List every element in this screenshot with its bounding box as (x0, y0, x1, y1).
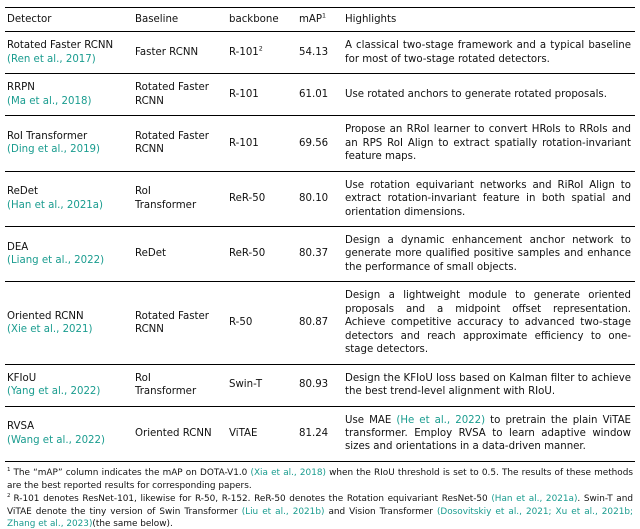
baseline-cell: Rotated Faster RCNN (133, 115, 227, 172)
backbone-cell: R-50 (227, 281, 297, 365)
detector-cell: ReDet (Han et al., 2021a) (5, 170, 133, 227)
highlights-cell: A classical two-stage framework and a ty… (345, 40, 631, 65)
citation-link[interactable]: (Han et al., 2021a) (491, 494, 578, 505)
detector-cell: Oriented RCNN (Xie et al., 2021) (5, 281, 133, 365)
highlights-cell: Design the KFIoU loss based on Kalman fi… (343, 363, 635, 407)
footnote-marker: 1 (7, 466, 11, 473)
header-row: Detector Baseline backbone mAP1 Highligh… (5, 7, 635, 33)
table-row: DEA (Liang et al., 2022) ReDet ReR-50 80… (5, 225, 635, 282)
detector-name: Rotated Faster RCNN (7, 40, 114, 52)
backbone-cell: Swin-T (227, 363, 297, 407)
table-row: Oriented RCNN (Xie et al., 2021) Rotated… (5, 281, 635, 365)
detector-name: RRPN (7, 82, 35, 94)
citation-link[interactable]: (Dosovitskiy et al., 2021; Xu et al., 20… (7, 506, 633, 529)
detector-name: ReDet (7, 186, 38, 198)
highlights-cell: Use MAE (He et al., 2022) to pretrain th… (343, 405, 635, 462)
citation-link[interactable]: (Liang et al., 2022) (7, 255, 105, 267)
detector-cell: RoI Transformer (Ding et al., 2019) (5, 115, 133, 172)
footnote-1: 1 The “mAP” column indicates the mAP on D… (7, 467, 633, 492)
detector-name: RVSA (7, 421, 35, 433)
footnotes: 1 The “mAP” column indicates the mAP on D… (5, 467, 635, 529)
col-header-detector: Detector (5, 7, 133, 33)
highlight-text: Use MAE (345, 414, 397, 426)
baseline-cell: Oriented RCNN (133, 405, 227, 462)
backbone-cell: R-101 (227, 73, 297, 116)
table-row: RoI Transformer (Ding et al., 2019) Rota… (5, 115, 635, 172)
detector-cell: RVSA (Wang et al., 2022) (5, 405, 133, 462)
table-row: RVSA (Wang et al., 2022) Oriented RCNN V… (5, 405, 635, 462)
footnote-text: and Vision Transformer (324, 506, 437, 517)
backbone-cell: ViTAE (227, 405, 297, 462)
map-cell: 80.93 (297, 363, 343, 407)
baseline-cell: Faster RCNN (135, 47, 199, 59)
citation-link[interactable]: (Ren et al., 2017) (7, 53, 96, 65)
col-header-backbone: backbone (227, 7, 297, 33)
backbone-cell: ReR-50 (227, 170, 297, 227)
col-header-baseline: Baseline (133, 7, 227, 33)
citation-link[interactable]: (He et al., 2022) (396, 414, 486, 426)
col-header-highlights: Highlights (343, 7, 635, 33)
baseline-cell: Rotated Faster RCNN (133, 281, 227, 365)
citation-link[interactable]: (Xia et al., 2018) (250, 467, 326, 478)
map-cell: 54.13 (299, 47, 329, 59)
detector-name: KFIoU (7, 372, 37, 384)
footnote-ref-2: 2 (258, 45, 263, 53)
backbone-cell: R-1012 (227, 32, 297, 74)
detector-cell: KFIoU (Yang et al., 2022) (5, 363, 133, 407)
map-cell: 80.10 (297, 170, 343, 227)
footnote-text: when the RIoU threshold is set to 0.5. T… (7, 467, 633, 491)
highlights-cell: Use rotation equivariant networks and Ri… (343, 170, 635, 227)
citation-link[interactable]: (Yang et al., 2022) (7, 386, 101, 398)
backbone-cell: ReR-50 (227, 225, 297, 282)
map-cell: 69.56 (297, 115, 343, 172)
footnote-text: (the same below). (92, 519, 173, 529)
detector-name: RoI Transformer (7, 130, 88, 142)
footnote-text: . Swin-T and ViTAE denote the tiny versi… (7, 494, 634, 517)
footnote-marker: 2 (7, 493, 11, 500)
footnote-text: R-101 denotes ResNet-101, likewise for R… (13, 494, 492, 505)
citation-link[interactable]: (Wang et al., 2022) (7, 434, 105, 446)
table-row: RRPN (Ma et al., 2018) Rotated Faster RC… (5, 73, 635, 116)
citation-link[interactable]: (Ding et al., 2019) (7, 144, 101, 156)
detector-name: Oriented RCNN (7, 310, 84, 322)
map-cell: 80.37 (297, 225, 343, 282)
baseline-cell: RoI Transformer (133, 363, 227, 407)
footnote-text: The “mAP” column indicates the mAP on DO… (13, 467, 251, 478)
baseline-cell: ReDet (133, 225, 227, 282)
detector-cell: RRPN (Ma et al., 2018) (5, 73, 133, 116)
citation-link[interactable]: (Xie et al., 2021) (7, 323, 93, 335)
col-header-map: mAP1 (297, 7, 343, 33)
footnote-ref-1: 1 (322, 12, 327, 20)
highlight-text: to pretrain the plain ViTAE transformer.… (345, 414, 631, 453)
col-header-map-label: mAP (299, 14, 323, 25)
highlights-cell: Design a lightweight module to generate … (343, 281, 635, 365)
baseline-cell: RoI Transformer (133, 170, 227, 227)
map-cell: 81.24 (297, 405, 343, 462)
detector-cell: DEA (Liang et al., 2022) (5, 225, 133, 282)
table-row: KFIoU (Yang et al., 2022) RoI Transforme… (5, 363, 635, 407)
backbone-name: R-101 (229, 47, 259, 59)
backbone-cell: R-101 (227, 115, 297, 172)
highlights-cell: Use rotated anchors to generate rotated … (343, 73, 635, 116)
map-cell: 61.01 (297, 73, 343, 116)
table-row: ReDet (Han et al., 2021a) RoI Transforme… (5, 170, 635, 227)
highlights-cell: Propose an RRoI learner to convert HRoIs… (343, 115, 635, 172)
baseline-cell: Rotated Faster RCNN (133, 73, 227, 116)
citation-link[interactable]: (Ma et al., 2018) (7, 95, 92, 107)
table-row: Rotated Faster RCNN (Ren et al., 2017) F… (5, 32, 635, 74)
footnote-2: 2 R-101 denotes ResNet-101, likewise for … (7, 493, 633, 529)
detector-cell: Rotated Faster RCNN (Ren et al., 2017) (5, 32, 133, 74)
citation-link[interactable]: (Han et al., 2021a) (7, 199, 104, 211)
map-cell: 80.87 (297, 281, 343, 365)
detector-name: DEA (7, 241, 29, 253)
citation-link[interactable]: (Liu et al., 2021b) (241, 506, 325, 517)
detectors-comparison-table: Detector Baseline backbone mAP1 Highligh… (5, 7, 635, 462)
highlights-cell: Design a dynamic enhancement anchor netw… (343, 225, 635, 282)
